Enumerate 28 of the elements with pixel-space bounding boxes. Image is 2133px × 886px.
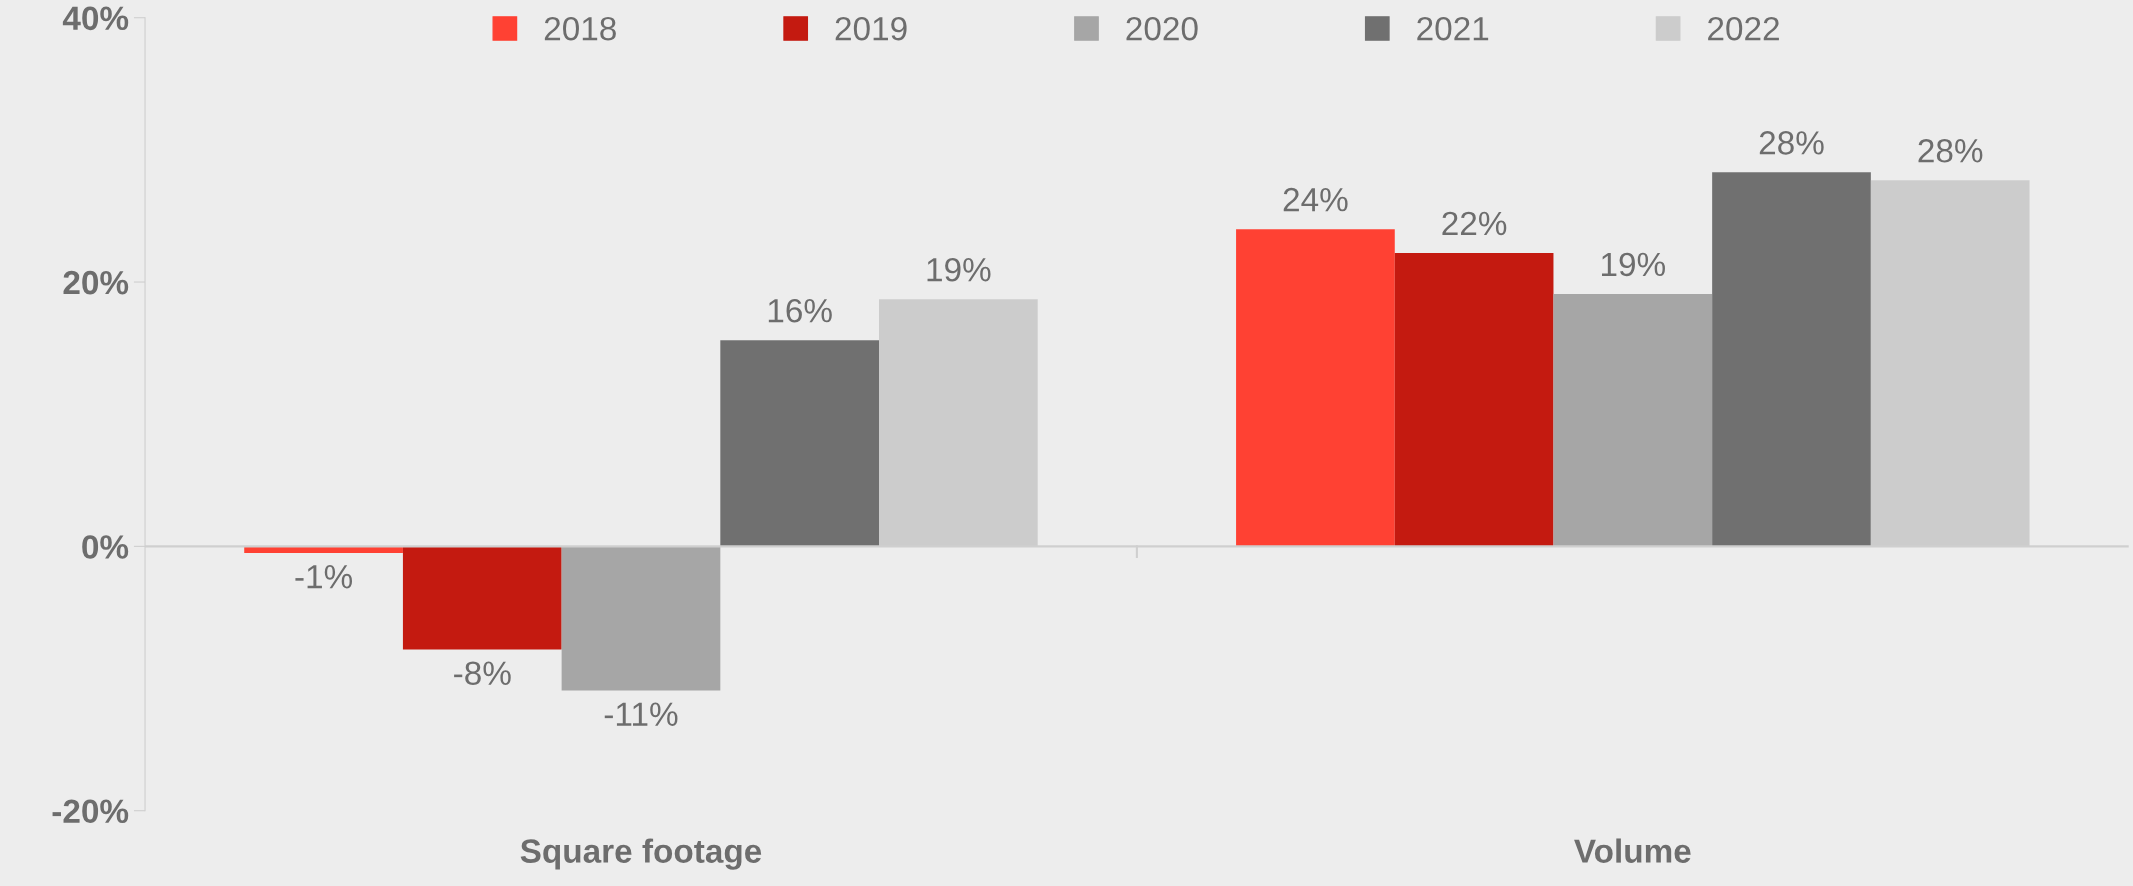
legend-label: 2021	[1417, 16, 1489, 41]
legend-label: 2018	[544, 16, 616, 41]
y-tick-label: -20%	[52, 799, 129, 824]
data-label: 16%	[768, 298, 832, 323]
data-label: 22%	[1442, 211, 1507, 236]
bar	[1553, 293, 1713, 547]
y-tick-label: 40%	[62, 6, 129, 31]
legend-label: 2022	[1708, 16, 1779, 41]
bar	[1394, 252, 1554, 547]
bar	[402, 546, 562, 650]
legend-label: 2020	[1126, 16, 1198, 41]
data-label: 24%	[1283, 187, 1348, 212]
data-label: 19%	[927, 257, 991, 282]
bar	[1236, 229, 1395, 547]
bar	[1712, 172, 1871, 547]
bar	[561, 546, 721, 691]
data-label: 28%	[1759, 131, 1824, 155]
y-tick-label: 20%	[63, 270, 129, 295]
y-tick-label: 0%	[82, 535, 129, 559]
legend-label: 2019	[835, 16, 907, 41]
x-tick-label: Square footage	[520, 838, 762, 870]
data-label: 19%	[1602, 252, 1665, 277]
data-label: -8%	[454, 661, 511, 686]
bar	[720, 340, 880, 547]
data-label: -1%	[295, 565, 353, 589]
data-label: 28%	[1918, 138, 1983, 163]
x-tick-label: Volume	[1574, 838, 1691, 863]
data-label: -11%	[604, 702, 678, 726]
